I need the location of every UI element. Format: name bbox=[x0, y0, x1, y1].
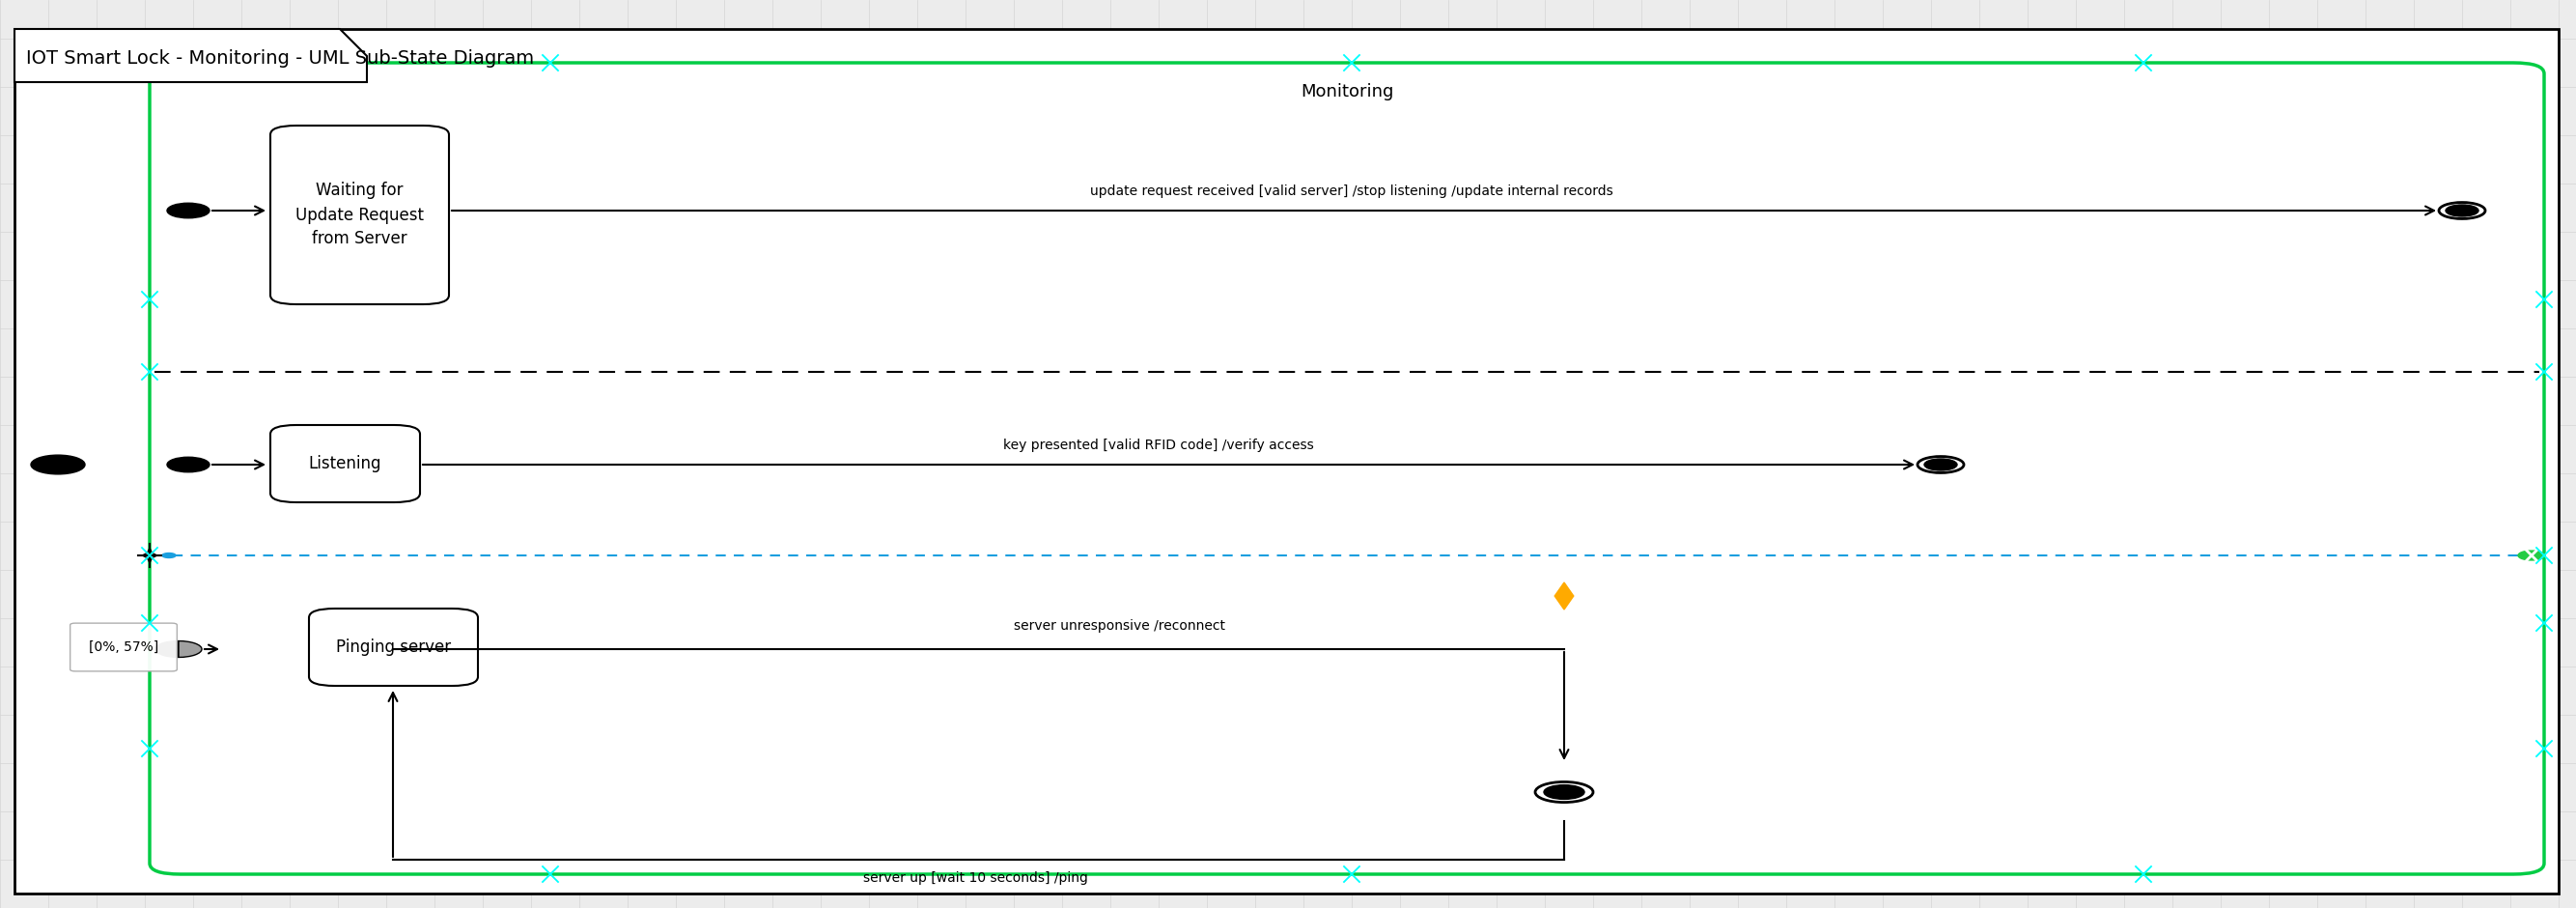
Text: [0%, 57%]: [0%, 57%] bbox=[88, 640, 160, 654]
Circle shape bbox=[2439, 202, 2486, 219]
FancyBboxPatch shape bbox=[270, 425, 420, 502]
Wedge shape bbox=[178, 641, 201, 657]
Text: Pinging server: Pinging server bbox=[335, 638, 451, 656]
Circle shape bbox=[1535, 782, 1592, 803]
FancyBboxPatch shape bbox=[270, 125, 448, 304]
Text: key presented [valid RFID code] /verify access: key presented [valid RFID code] /verify … bbox=[1002, 439, 1314, 452]
Text: Waiting for
Update Request
from Server: Waiting for Update Request from Server bbox=[296, 183, 425, 248]
Text: server up [wait 10 seconds] /ping: server up [wait 10 seconds] /ping bbox=[863, 872, 1087, 884]
FancyBboxPatch shape bbox=[149, 63, 2545, 874]
Text: update request received [valid server] /stop listening /update internal records: update request received [valid server] /… bbox=[1090, 184, 1613, 198]
FancyBboxPatch shape bbox=[70, 623, 178, 671]
Circle shape bbox=[167, 203, 209, 218]
Circle shape bbox=[2519, 550, 2545, 560]
FancyBboxPatch shape bbox=[15, 29, 2558, 893]
Circle shape bbox=[1924, 459, 1958, 470]
Polygon shape bbox=[15, 29, 366, 82]
Circle shape bbox=[2445, 205, 2478, 216]
Text: IOT Smart Lock - Monitoring - UML Sub-State Diagram: IOT Smart Lock - Monitoring - UML Sub-St… bbox=[26, 49, 533, 67]
Text: server unresponsive /reconnect: server unresponsive /reconnect bbox=[1015, 619, 1226, 633]
Circle shape bbox=[167, 457, 209, 472]
Polygon shape bbox=[1556, 582, 1574, 609]
Circle shape bbox=[162, 553, 175, 558]
Circle shape bbox=[1543, 785, 1584, 799]
Circle shape bbox=[31, 455, 85, 474]
Wedge shape bbox=[155, 641, 178, 657]
Circle shape bbox=[1917, 457, 1963, 473]
FancyBboxPatch shape bbox=[309, 608, 479, 686]
Text: Monitoring: Monitoring bbox=[1301, 83, 1394, 101]
Text: Listening: Listening bbox=[309, 455, 381, 472]
